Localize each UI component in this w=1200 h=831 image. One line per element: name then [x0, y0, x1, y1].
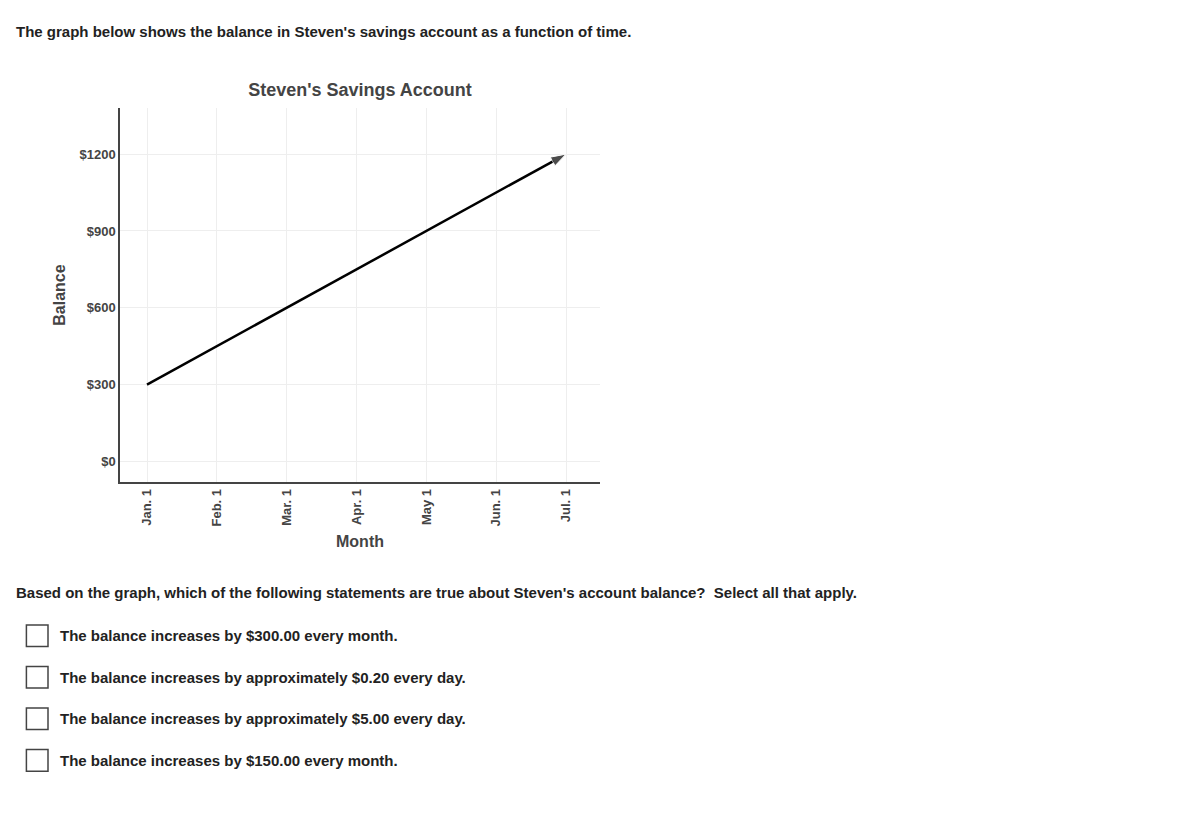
svg-text:The graph below shows the bala: The graph below shows the balance in Ste… [16, 23, 631, 40]
svg-text:$0: $0 [101, 454, 115, 469]
svg-text:Based on the graph, which of t: Based on the graph, which of the followi… [16, 584, 857, 601]
svg-text:$600: $600 [87, 300, 116, 315]
svg-text:May 1: May 1 [419, 489, 434, 525]
svg-text:$300: $300 [87, 377, 116, 392]
svg-text:$1200: $1200 [79, 147, 115, 162]
svg-text:The balance increases by appro: The balance increases by approximately $… [60, 710, 466, 727]
svg-text:Balance: Balance [51, 264, 68, 325]
svg-text:The balance increases by appro: The balance increases by approximately $… [60, 669, 466, 686]
svg-text:Jun. 1: Jun. 1 [488, 489, 503, 527]
svg-text:Feb. 1: Feb. 1 [209, 489, 224, 527]
svg-text:$900: $900 [87, 224, 116, 239]
svg-text:The balance increases by $300.: The balance increases by $300.00 every m… [60, 627, 398, 644]
svg-text:The balance increases by $150.: The balance increases by $150.00 every m… [60, 752, 398, 769]
svg-text:Month: Month [336, 533, 384, 550]
svg-text:Apr. 1: Apr. 1 [349, 489, 364, 525]
svg-text:Mar. 1: Mar. 1 [279, 489, 294, 526]
svg-text:Steven's Savings Account: Steven's Savings Account [248, 80, 472, 100]
svg-text:Jan. 1: Jan. 1 [139, 489, 154, 526]
svg-text:Jul. 1: Jul. 1 [558, 489, 573, 522]
